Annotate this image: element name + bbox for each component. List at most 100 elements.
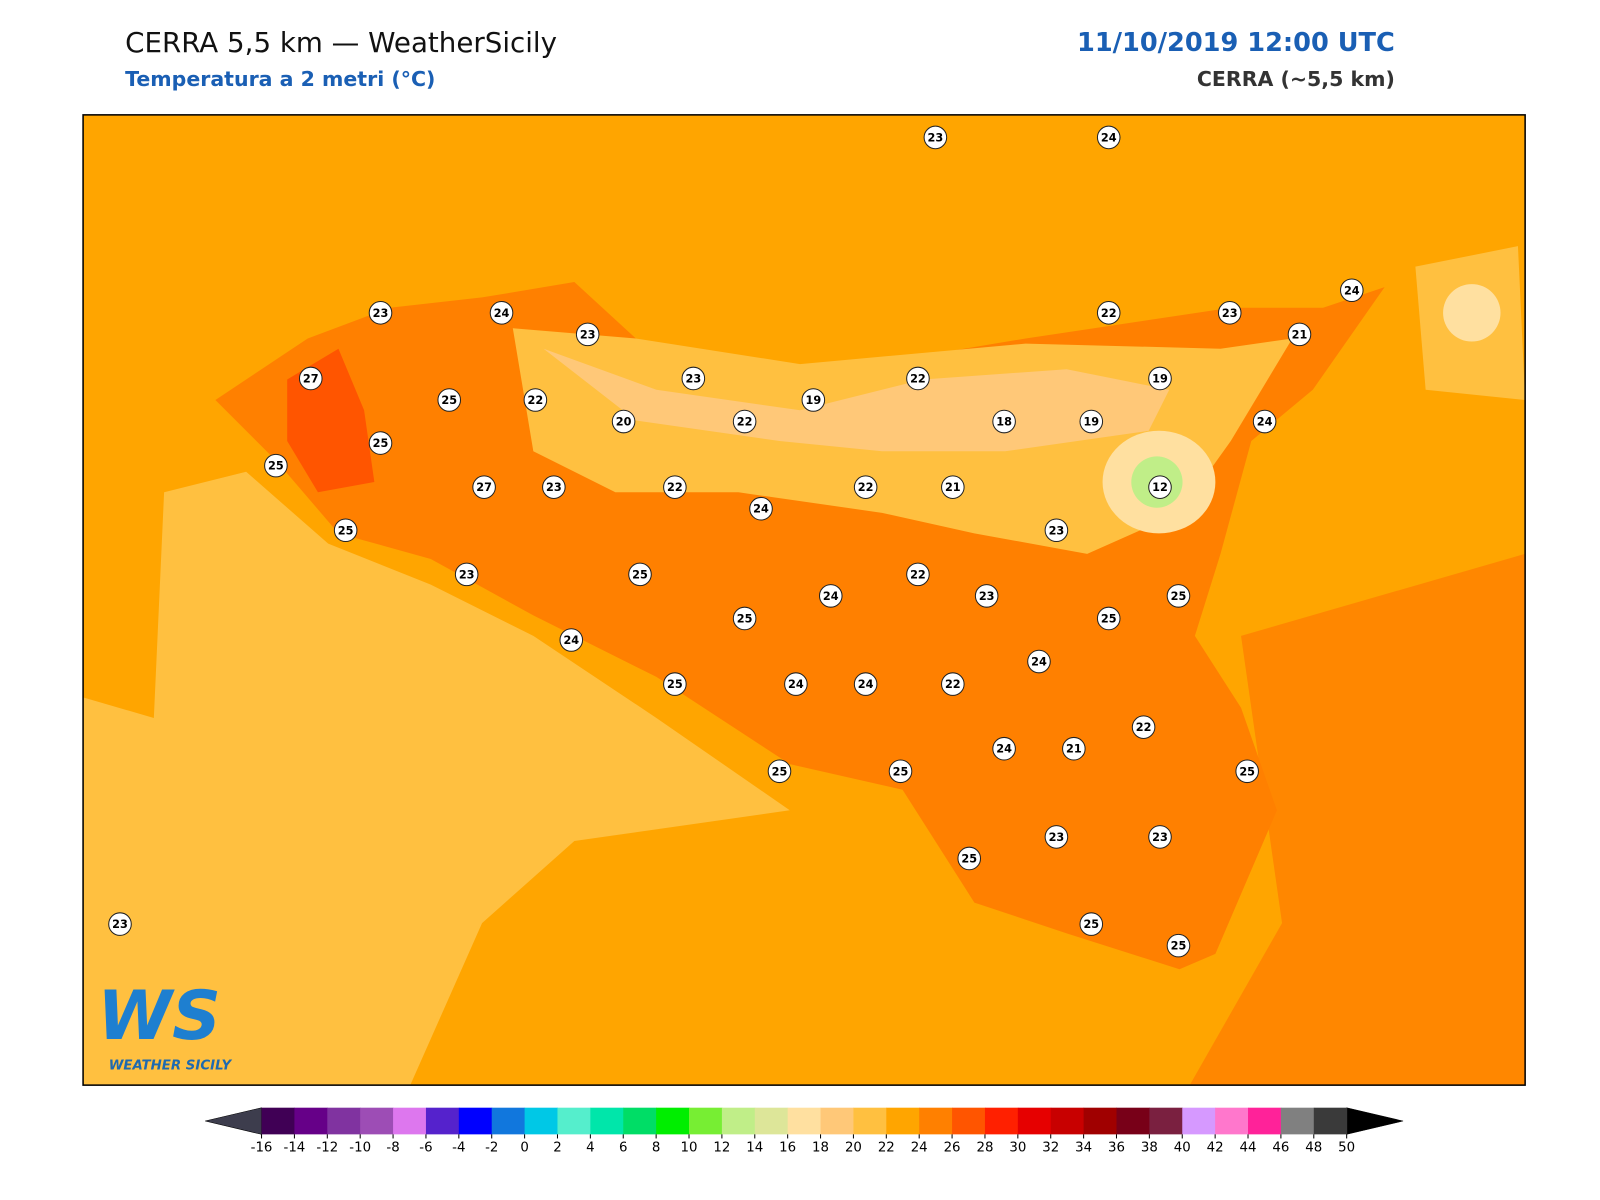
colorbar-label: 0: [520, 1141, 528, 1156]
station-value: 22: [1101, 307, 1117, 320]
colorbar-label: 12: [713, 1141, 730, 1156]
map-frame: [82, 114, 1526, 1086]
station-marker: [1044, 518, 1069, 543]
colorbar-under: [205, 1107, 262, 1135]
colorbar-label: 46: [1272, 1141, 1289, 1156]
station-marker: [1235, 759, 1259, 784]
colorbar-bin: [820, 1107, 854, 1135]
station-marker: [108, 912, 132, 936]
station-value: 24: [996, 743, 1012, 756]
subtitle: Temperatura a 2 metri (°C): [125, 67, 435, 91]
colorbar-label: 40: [1174, 1141, 1191, 1156]
station-marker: [853, 475, 878, 499]
station-value: 21: [1066, 743, 1082, 756]
colorbar-label: -4: [452, 1141, 465, 1156]
station-value: 24: [858, 678, 874, 691]
station-marker: [681, 366, 706, 391]
colorbar-label: 4: [586, 1141, 594, 1156]
colorbar-bin: [853, 1107, 887, 1135]
colorbar-bin: [261, 1107, 295, 1135]
colorbar-bin: [458, 1107, 493, 1135]
colorbar-bin: [1313, 1107, 1348, 1135]
station-marker: [992, 409, 1016, 434]
colorbar-label: 2: [553, 1141, 561, 1156]
station-value: 24: [1344, 284, 1360, 297]
colorbar-label: -8: [386, 1141, 399, 1156]
station-value: 19: [805, 394, 821, 407]
colorbar-label: 32: [1042, 1141, 1059, 1156]
logo-name: WEATHER SICILY: [109, 1059, 233, 1074]
colorbar-label: -6: [419, 1141, 432, 1156]
station-marker: [1287, 322, 1312, 347]
station-value: 23: [459, 568, 475, 581]
colorbar-label: -12: [316, 1141, 338, 1156]
colorbar-bin: [787, 1107, 822, 1135]
station-marker: [663, 475, 687, 499]
station-marker: [1339, 278, 1364, 303]
colorbar-bin: [689, 1107, 723, 1135]
station-value: 22: [737, 416, 753, 429]
station-value: 25: [893, 765, 909, 778]
station-value: 25: [737, 612, 753, 625]
station-marker: [368, 301, 393, 325]
station-marker: [732, 409, 757, 434]
station-marker: [1079, 409, 1104, 434]
colorbar-bin: [524, 1107, 558, 1135]
logo: WS WEATHER SICILY: [97, 976, 232, 1074]
station-marker: [957, 846, 982, 871]
colorbar-bin: [590, 1107, 624, 1135]
colorbar-label: 28: [976, 1141, 993, 1156]
station-value: 25: [268, 460, 284, 473]
colorbar-label: 30: [1009, 1141, 1026, 1156]
station-value: 25: [1171, 590, 1187, 603]
station-value: 21: [1292, 328, 1308, 341]
station-value: 23: [1049, 524, 1065, 537]
station-marker: [575, 322, 600, 347]
station-marker: [1217, 301, 1242, 325]
colorbar-bin: [557, 1107, 591, 1135]
station-marker: [663, 672, 687, 696]
station-value: 23: [1049, 831, 1065, 844]
station-value: 19: [1152, 372, 1168, 385]
colorbar-bin: [1149, 1107, 1183, 1135]
colorbar-label: 6: [619, 1141, 627, 1156]
station-value: 24: [788, 678, 804, 691]
colorbar-bin: [294, 1107, 328, 1135]
station-marker: [559, 628, 584, 652]
datetime: 11/10/2019 12:00 UTC: [1077, 28, 1395, 58]
colorbar-label: -10: [349, 1141, 371, 1156]
station-marker: [611, 409, 636, 434]
station-marker: [941, 475, 965, 499]
colorbar-label: 22: [878, 1141, 895, 1156]
colorbar-bin: [1280, 1107, 1315, 1135]
station-marker: [1096, 606, 1121, 631]
station-value: 25: [1101, 612, 1117, 625]
station-marker: [542, 475, 566, 499]
station-value: 24: [494, 307, 510, 320]
station-value: 23: [1222, 307, 1238, 320]
colorbar-bin: [721, 1107, 756, 1135]
station-value: 25: [1083, 918, 1099, 931]
station-marker: [732, 606, 757, 631]
station-marker: [974, 584, 999, 608]
station-value: 22: [1136, 721, 1152, 734]
station-value: 25: [667, 678, 683, 691]
station-marker: [906, 366, 930, 391]
station-marker: [523, 388, 548, 412]
colorbar-bin: [1116, 1107, 1150, 1135]
station-value: 22: [528, 394, 544, 407]
colorbar-bin: [360, 1107, 394, 1135]
station-marker: [1166, 584, 1191, 608]
station-value: 25: [441, 394, 457, 407]
colorbar-bin: [886, 1107, 920, 1135]
colorbar-bin: [327, 1107, 361, 1135]
colorbar-bin: [919, 1107, 953, 1135]
station-value: 25: [772, 765, 788, 778]
station-value: 23: [928, 131, 944, 144]
colorbar-bin: [984, 1107, 1019, 1135]
colorbar-label: 14: [746, 1141, 763, 1156]
colorbar-bin: [393, 1107, 427, 1135]
station-marker: [1062, 736, 1086, 761]
colorbar-bin: [425, 1107, 460, 1135]
station-value: 22: [910, 568, 926, 581]
